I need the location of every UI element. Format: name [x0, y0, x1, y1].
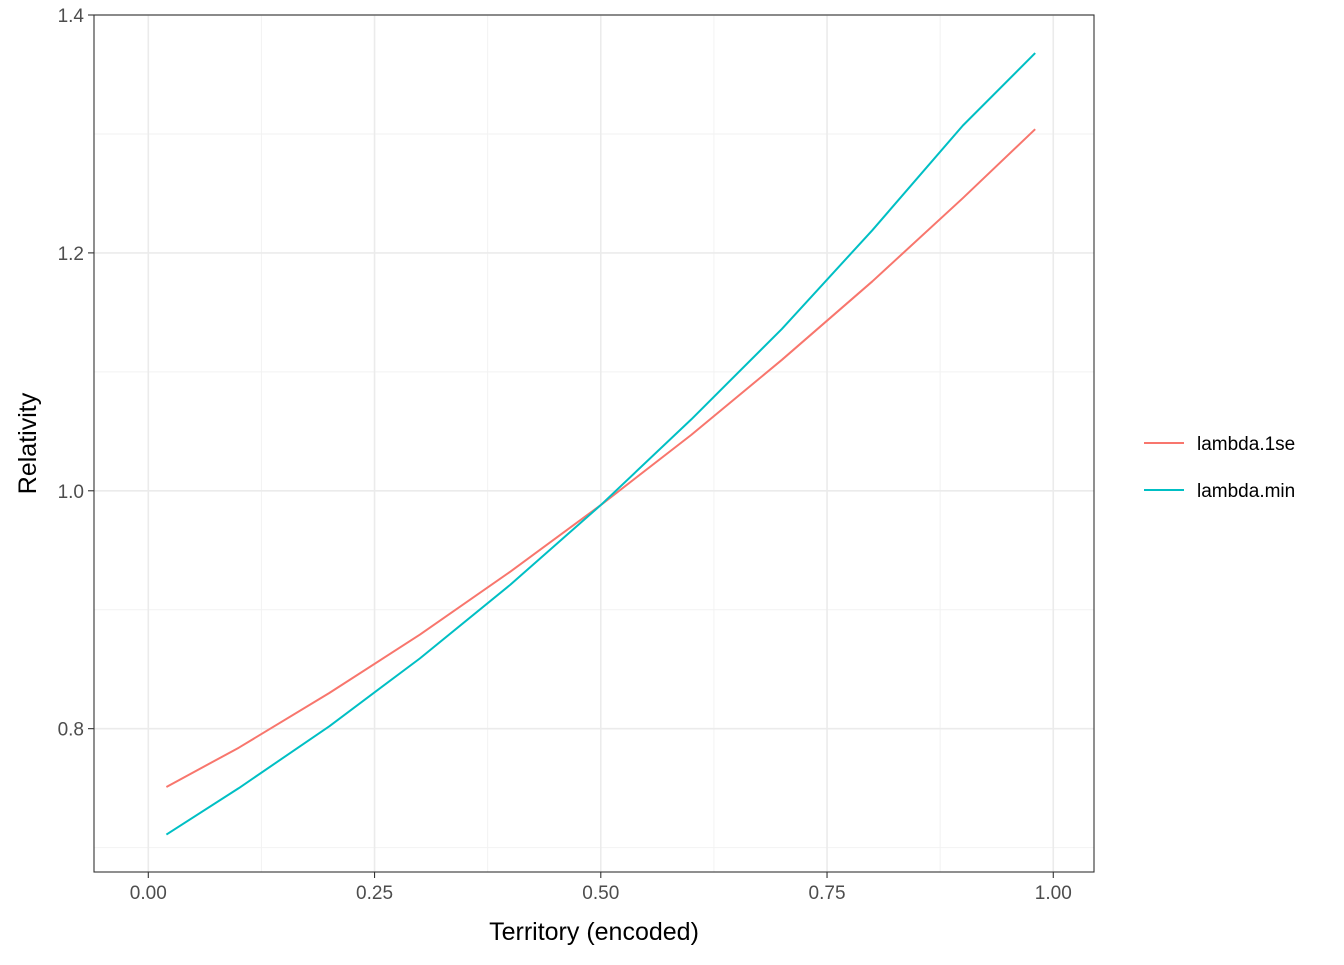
- x-axis-title: Territory (encoded): [489, 918, 699, 946]
- series-line-lambda-min: [165, 52, 1036, 836]
- x-tick-label: 0.25: [356, 883, 393, 904]
- y-tick-label: 1.0: [58, 482, 84, 503]
- y-axis-title: Relativity: [14, 392, 42, 494]
- x-tick-label: 0.00: [130, 883, 167, 904]
- series-layer: [165, 52, 1036, 836]
- legend-label: lambda.min: [1197, 481, 1295, 502]
- x-tick-label: 0.50: [582, 883, 619, 904]
- y-tick-label: 1.4: [58, 6, 85, 27]
- legend: lambda.1se lambda.min: [1144, 434, 1295, 502]
- axis-ticks: 0.00 0.25 0.50 0.75 1.00 0.8 1.0 1.2 1.4: [58, 6, 1072, 904]
- legend-label: lambda.1se: [1197, 434, 1295, 455]
- y-tick-label: 0.8: [58, 720, 84, 741]
- x-tick-label: 0.75: [809, 883, 846, 904]
- y-tick-label: 1.2: [58, 244, 84, 265]
- plot-panel-border: [93, 14, 1095, 873]
- x-tick-label: 1.00: [1035, 883, 1072, 904]
